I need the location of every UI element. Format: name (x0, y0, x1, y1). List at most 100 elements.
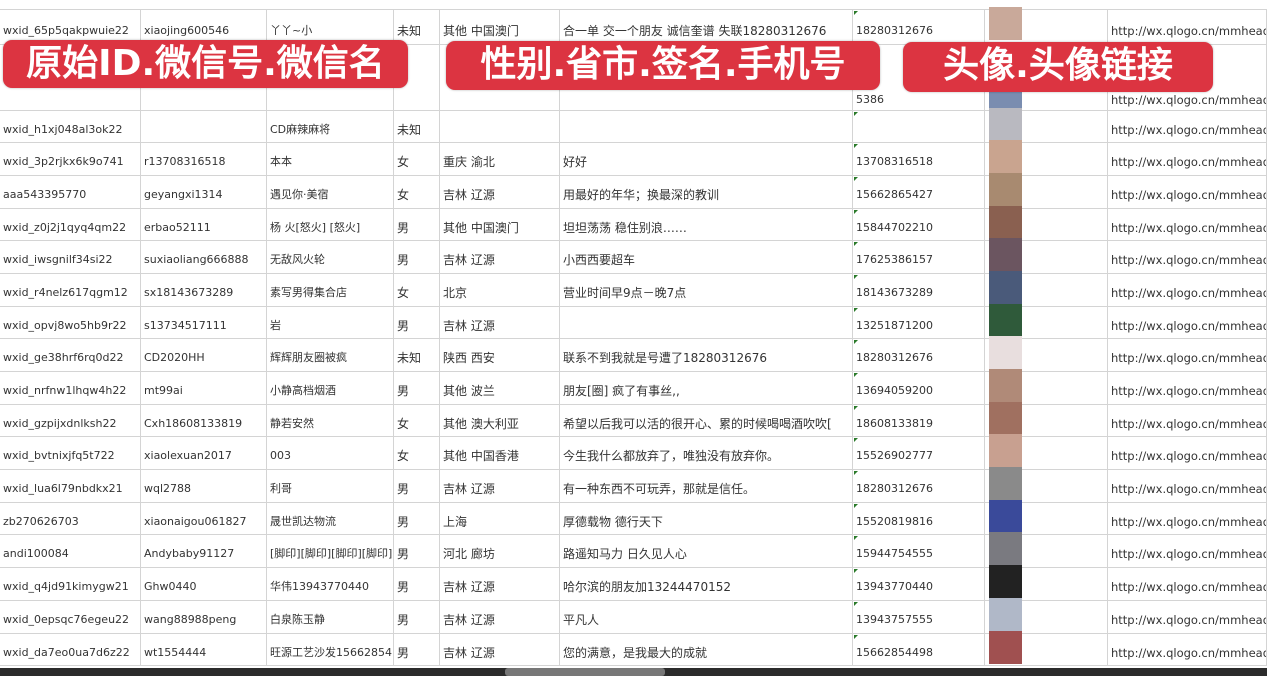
cell-original-id[interactable]: wxid_r4nelz617qgm12 (0, 273, 141, 306)
cell-wechat-id[interactable]: Cxh18608133819 (141, 404, 267, 437)
cell-region[interactable]: 其他 澳大利亚 (440, 404, 560, 437)
cell-signature[interactable]: 小西西要超车 (560, 241, 853, 273)
cell-phone[interactable]: 13251871200 (853, 306, 985, 339)
cell-region[interactable]: 陕西 西安 (440, 339, 560, 371)
cell-wechat-name[interactable]: 静若安然 (267, 404, 394, 437)
cell-wechat-id[interactable]: r13708316518 (141, 143, 267, 175)
cell-phone[interactable]: 18280312676 (853, 470, 985, 502)
cell-signature[interactable]: 有一种东西不可玩弄，那就是信任。 (560, 470, 853, 502)
cell-region[interactable]: 其他 波兰 (440, 372, 560, 404)
cell-gender[interactable]: 未知 (394, 110, 440, 143)
cell-avatar-url[interactable]: http://wx.qlogo.cn/mmhead (1108, 633, 1267, 666)
cell-phone[interactable]: 15526902777 (853, 437, 985, 470)
cell-wechat-name[interactable]: 白泉陈玉静 (267, 600, 394, 633)
cell-wechat-id[interactable]: wql2788 (141, 470, 267, 502)
cell-gender[interactable]: 男 (394, 535, 440, 568)
cell-wechat-name[interactable]: 杨 火[怒火] [怒火] (267, 208, 394, 241)
cell-gender[interactable]: 男 (394, 241, 440, 273)
cell-avatar[interactable] (985, 467, 1108, 502)
cell-wechat-id[interactable]: CD2020HH (141, 339, 267, 371)
cell-phone[interactable]: 15662865427 (853, 175, 985, 208)
cell-avatar[interactable] (985, 107, 1108, 143)
cell-region[interactable]: 吉林 辽源 (440, 175, 560, 208)
cell-wechat-name[interactable]: 岩 (267, 306, 394, 339)
cell-region[interactable]: 重庆 渝北 (440, 143, 560, 175)
cell-wechat-name[interactable]: 丫丫~小 (267, 10, 394, 44)
cell-avatar[interactable] (985, 434, 1108, 470)
cell-original-id[interactable]: wxid_opvj8wo5hb9r22 (0, 306, 141, 339)
cell-avatar-url[interactable]: http://wx.qlogo.cn/mmhead (1108, 535, 1267, 568)
cell-gender[interactable]: 男 (394, 502, 440, 535)
cell-avatar-url[interactable]: http://wx.qlogo.cn/mmhead (1108, 437, 1267, 470)
cell-wechat-id[interactable]: xiaojing600546 (141, 10, 267, 44)
cell-wechat-name[interactable]: 本本 (267, 143, 394, 175)
cell-wechat-id[interactable]: sx18143673289 (141, 273, 267, 306)
cell-phone[interactable]: 18608133819 (853, 404, 985, 437)
cell-avatar-url[interactable]: http://wx.qlogo.cn/mmhead (1108, 273, 1267, 306)
cell-original-id[interactable]: wxid_z0j2j1qyq4qm22 (0, 208, 141, 241)
cell-signature[interactable]: 今生我什么都放弃了，唯独没有放弃你。 (560, 437, 853, 470)
cell-wechat-id[interactable]: Ghw0440 (141, 568, 267, 600)
cell-region[interactable]: 吉林 辽源 (440, 241, 560, 273)
cell-gender[interactable]: 女 (394, 175, 440, 208)
cell-signature[interactable]: 厚德载物 德行天下 (560, 502, 853, 535)
cell-avatar-url[interactable]: http://wx.qlogo.cn/mmhead (1108, 568, 1267, 600)
cell-wechat-id[interactable]: suxiaoliang666888 (141, 241, 267, 273)
cell-wechat-id[interactable]: geyangxi1314 (141, 175, 267, 208)
cell-region[interactable]: 吉林 辽源 (440, 306, 560, 339)
cell-phone[interactable]: 13943757555 (853, 600, 985, 633)
cell-region[interactable]: 河北 廊坊 (440, 535, 560, 568)
cell-phone[interactable]: 18280312676 (853, 339, 985, 371)
cell-signature[interactable]: 希望以后我可以活的很开心、累的时候喝喝酒吹吹[ (560, 404, 853, 437)
cell-gender[interactable]: 未知 (394, 10, 440, 44)
cell-avatar[interactable] (985, 238, 1108, 273)
cell-gender[interactable]: 男 (394, 600, 440, 633)
cell-gender[interactable]: 女 (394, 437, 440, 470)
cell-wechat-name[interactable]: CD麻辣麻将 (267, 110, 394, 143)
cell-gender[interactable]: 女 (394, 273, 440, 306)
cell-avatar[interactable] (985, 336, 1108, 371)
cell-region[interactable]: 其他 中国澳门 (440, 208, 560, 241)
cell-gender[interactable]: 男 (394, 306, 440, 339)
cell-region[interactable]: 吉林 辽源 (440, 568, 560, 600)
cell-phone[interactable]: 15844702210 (853, 208, 985, 241)
cell-avatar-url[interactable]: http://wx.qlogo.cn/mmhead (1108, 175, 1267, 208)
cell-original-id[interactable]: wxid_da7eo0ua7d6z22 (0, 633, 141, 666)
cell-avatar[interactable] (985, 172, 1108, 208)
cell-signature[interactable]: 合一单 交一个朋友 诚信奎谱 失联18280312676 (560, 10, 853, 44)
cell-phone[interactable]: 15662854498 (853, 633, 985, 666)
cell-gender[interactable]: 未知 (394, 339, 440, 371)
cell-wechat-name[interactable]: 晟世凯达物流 (267, 502, 394, 535)
cell-region[interactable]: 吉林 辽源 (440, 600, 560, 633)
cell-phone[interactable]: 18280312676 (853, 10, 985, 44)
cell-original-id[interactable]: wxid_0epsqc76egeu22 (0, 600, 141, 633)
cell-avatar-url[interactable]: http://wx.qlogo.cn/mmhead (1108, 502, 1267, 535)
cell-wechat-id[interactable]: erbao52111 (141, 208, 267, 241)
cell-wechat-id[interactable]: mt99ai (141, 372, 267, 404)
scrollbar-thumb[interactable] (505, 668, 665, 676)
cell-original-id[interactable]: wxid_iwsgnilf34si22 (0, 241, 141, 273)
cell-avatar[interactable] (985, 597, 1108, 633)
cell-original-id[interactable]: wxid_q4jd91kimygw21 (0, 568, 141, 600)
cell-gender[interactable]: 男 (394, 208, 440, 241)
cell-original-id[interactable]: wxid_lua6l79nbdkx21 (0, 470, 141, 502)
cell-region[interactable]: 其他 中国香港 (440, 437, 560, 470)
cell-gender[interactable]: 男 (394, 633, 440, 666)
cell-original-id[interactable]: wxid_ge38hrf6rq0d22 (0, 339, 141, 371)
cell-avatar-url[interactable]: http://wx.qlogo.cn/mmhead (1108, 372, 1267, 404)
cell-avatar-url[interactable]: http://wx.qlogo.cn/mmhead (1108, 600, 1267, 633)
cell-avatar[interactable] (985, 565, 1108, 600)
cell-phone[interactable]: 13708316518 (853, 143, 985, 175)
cell-gender[interactable]: 女 (394, 143, 440, 175)
cell-phone[interactable]: 18143673289 (853, 273, 985, 306)
cell-avatar-url[interactable]: http://wx.qlogo.cn/mmhead (1108, 306, 1267, 339)
cell-avatar-url[interactable]: http://wx.qlogo.cn/mmhead (1108, 404, 1267, 437)
cell-wechat-name[interactable]: 利哥 (267, 470, 394, 502)
cell-original-id[interactable]: andi100084 (0, 535, 141, 568)
cell-wechat-id[interactable]: xiaolexuan2017 (141, 437, 267, 470)
cell-phone[interactable]: 15944754555 (853, 535, 985, 568)
cell-wechat-name[interactable]: 无敌风火轮 (267, 241, 394, 273)
cell-wechat-name[interactable]: 辉辉朋友圈被疯 (267, 339, 394, 371)
cell-wechat-id[interactable] (141, 110, 267, 143)
cell-wechat-name[interactable]: [脚印][脚印][脚印][脚印] (267, 535, 394, 568)
